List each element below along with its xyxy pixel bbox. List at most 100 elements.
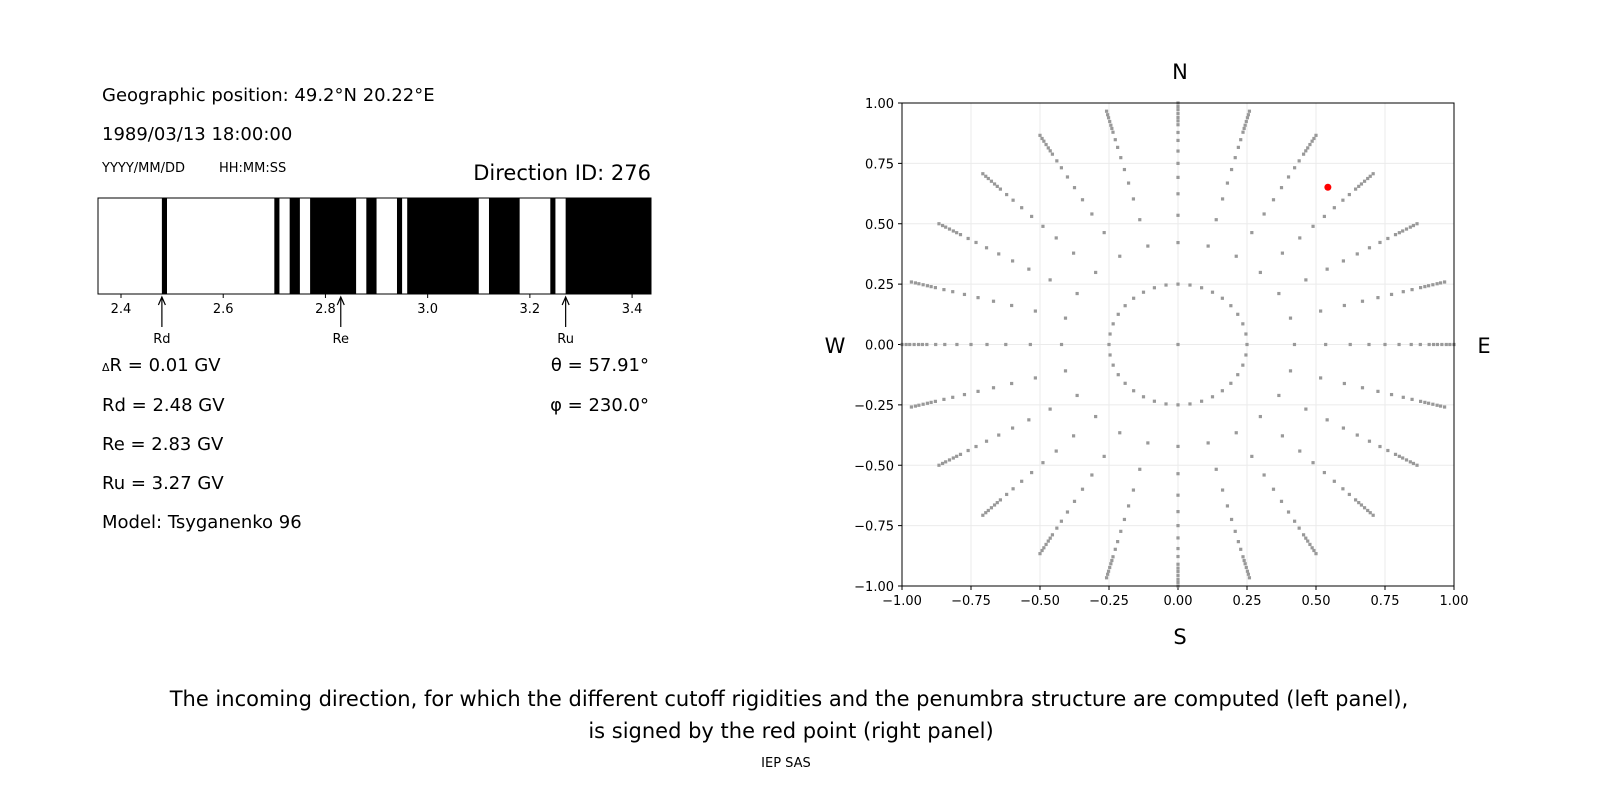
scatter-point — [1119, 529, 1123, 533]
time-format: HH:MM:SS — [219, 161, 287, 176]
scatter-point — [1176, 577, 1180, 581]
scatter-point — [1368, 174, 1372, 178]
scatter-point — [1054, 449, 1058, 453]
scatter-point — [1401, 395, 1405, 399]
scatter-point — [1104, 109, 1109, 113]
scatter-point — [1304, 278, 1308, 282]
scatter-point — [1353, 498, 1358, 502]
scatter-point — [1243, 562, 1247, 566]
scatter-point — [981, 513, 985, 517]
scatter-point — [1286, 510, 1291, 514]
scatter-point — [1059, 342, 1064, 347]
scatter-point — [1277, 393, 1281, 398]
scatter-point — [1431, 342, 1436, 347]
scatter-point — [1376, 389, 1380, 393]
scatter-point — [1071, 434, 1076, 438]
scatter-point — [1408, 460, 1412, 464]
scatter-point — [1431, 283, 1435, 287]
scatter-point — [942, 397, 946, 401]
scatter-point — [1176, 493, 1180, 497]
scatter-point — [1176, 282, 1180, 286]
scatter-point — [1308, 142, 1312, 147]
scatter-point — [1059, 166, 1063, 170]
scatter-point — [1176, 240, 1180, 245]
scatter-point — [1435, 282, 1439, 286]
scatter-point — [944, 225, 948, 229]
scatter-point — [1410, 397, 1414, 401]
scatter-point — [1063, 369, 1068, 373]
forbidden-band — [396, 198, 403, 294]
scatter-point — [1341, 259, 1346, 263]
scatter-point — [1415, 463, 1419, 467]
marker-label-re: Re — [333, 332, 349, 347]
scatter-point — [1048, 278, 1052, 282]
scatter-point — [1176, 213, 1180, 217]
scatter-point — [1359, 503, 1364, 507]
x-tick-label: 0.75 — [1371, 594, 1400, 609]
scatter-point — [1360, 386, 1365, 390]
scatter-point — [1176, 472, 1180, 476]
scatter-point — [1293, 519, 1297, 523]
caption-line-1: The incoming direction, for which the di… — [169, 687, 1409, 711]
scatter-point — [1325, 267, 1329, 271]
scatter-point — [1075, 393, 1079, 398]
scatter-point — [1176, 112, 1180, 116]
scatter-point — [1229, 381, 1233, 385]
scatter-point — [1244, 119, 1248, 124]
scatter-point — [1041, 224, 1045, 228]
scatter-point — [1357, 184, 1361, 188]
scatter-point — [1319, 376, 1323, 380]
scatter-point — [1448, 342, 1452, 347]
scatter-point — [1176, 573, 1180, 577]
scatter-point — [1146, 441, 1150, 445]
scatter-point — [1119, 156, 1123, 160]
scatter-point — [1063, 316, 1068, 320]
scatter-point — [1108, 119, 1112, 124]
scatter-point — [1280, 251, 1285, 255]
forbidden-band — [310, 198, 357, 294]
scatter-point — [1341, 198, 1345, 202]
scatter-point — [1131, 488, 1136, 492]
scatter-point — [1108, 565, 1112, 570]
scatter-point — [1020, 479, 1024, 483]
scatter-point — [1233, 156, 1237, 160]
scatter-point — [1438, 404, 1443, 408]
scatter-point — [986, 508, 990, 513]
scatter-point — [1065, 175, 1070, 179]
scatter-point — [1126, 504, 1131, 508]
scatter-point — [1164, 283, 1168, 287]
marker-label-rd: Rd — [153, 332, 170, 347]
x-tick-label: 1.00 — [1440, 594, 1469, 609]
scatter-point — [985, 342, 989, 347]
forbidden-band — [488, 198, 520, 294]
scatter-point — [1090, 212, 1094, 216]
scatter-point — [984, 511, 988, 515]
scatter-point — [1360, 299, 1365, 303]
scatter-point — [1234, 254, 1238, 258]
x-tick-label: 2.6 — [213, 302, 234, 317]
x-tick-label: 0.50 — [1302, 594, 1331, 609]
scatter-point — [1075, 291, 1079, 296]
scatter-point — [1059, 519, 1063, 523]
scatter-point — [1206, 244, 1210, 248]
scatter-point — [1048, 149, 1052, 153]
scatter-point — [1004, 342, 1008, 347]
scatter-point — [1131, 197, 1136, 201]
scatter-point — [1239, 138, 1243, 142]
scatter-point — [1113, 547, 1117, 551]
scatter-point — [1176, 192, 1180, 196]
scatter-point — [1314, 133, 1318, 137]
scatter-point — [1401, 229, 1405, 233]
scatter-point — [1341, 487, 1345, 491]
scatter-point — [1010, 426, 1015, 430]
scatter-point — [1113, 138, 1117, 142]
scatter-point — [1244, 332, 1248, 336]
selected-direction-point — [1324, 183, 1332, 191]
scatter-point — [1366, 508, 1370, 513]
scatter-point — [1241, 130, 1245, 134]
scatter-point — [1104, 576, 1109, 580]
y-tick-label: −0.25 — [854, 399, 894, 414]
scatter-point — [1048, 536, 1052, 540]
scatter-point — [1397, 342, 1401, 347]
scatter-point — [1046, 539, 1050, 543]
